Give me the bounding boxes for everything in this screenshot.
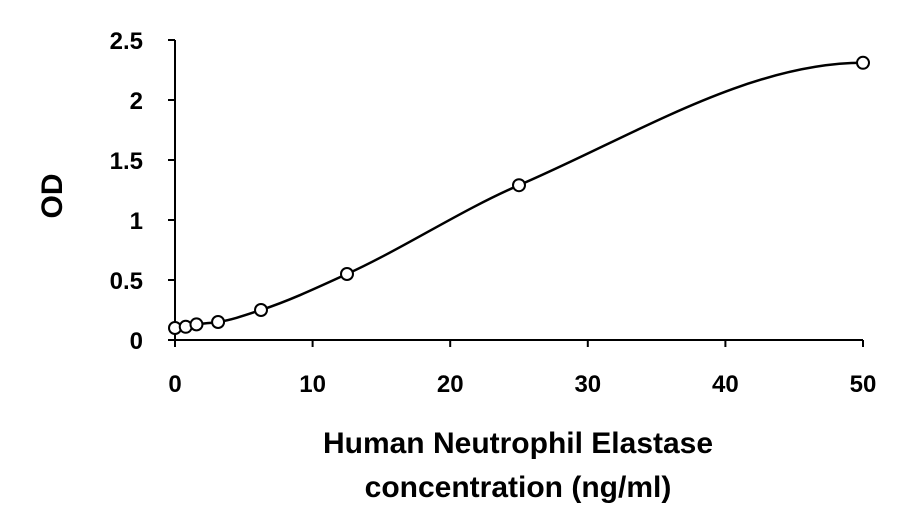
y-tick-label: 0.5 [110,268,143,295]
x-axis-ticks: 0 10 20 30 40 50 [168,340,876,398]
data-point [254,303,268,317]
x-tick-label: 0 [168,371,181,398]
y-tick-label: 1 [130,208,143,235]
data-point [189,317,204,332]
data-points [168,55,870,335]
y-tick-label: 2.5 [110,28,143,55]
data-point [211,315,226,329]
data-point [856,55,870,70]
x-tick-label: 50 [850,371,877,398]
data-point [340,267,354,281]
x-tick-label: 30 [574,371,601,398]
x-tick-label: 40 [712,371,739,398]
x-tick-label: 10 [299,371,326,398]
y-axis-title: OD [36,174,69,219]
plot-area: 0 10 20 30 40 50 0 0.5 1 1.5 2 2.5 [110,28,877,398]
y-tick-label: 0 [130,328,143,355]
x-axis-title-line-1: Human Neutrophil Elastase [323,427,713,460]
x-axis-title-line-2: concentration (ng/ml) [365,471,672,504]
x-tick-label: 20 [437,371,464,398]
y-axis-ticks: 0 0.5 1 1.5 2 2.5 [110,28,175,355]
fit-curve [174,61,864,330]
data-point [512,178,526,193]
y-tick-label: 1.5 [110,148,143,175]
y-tick-label: 2 [130,88,143,115]
